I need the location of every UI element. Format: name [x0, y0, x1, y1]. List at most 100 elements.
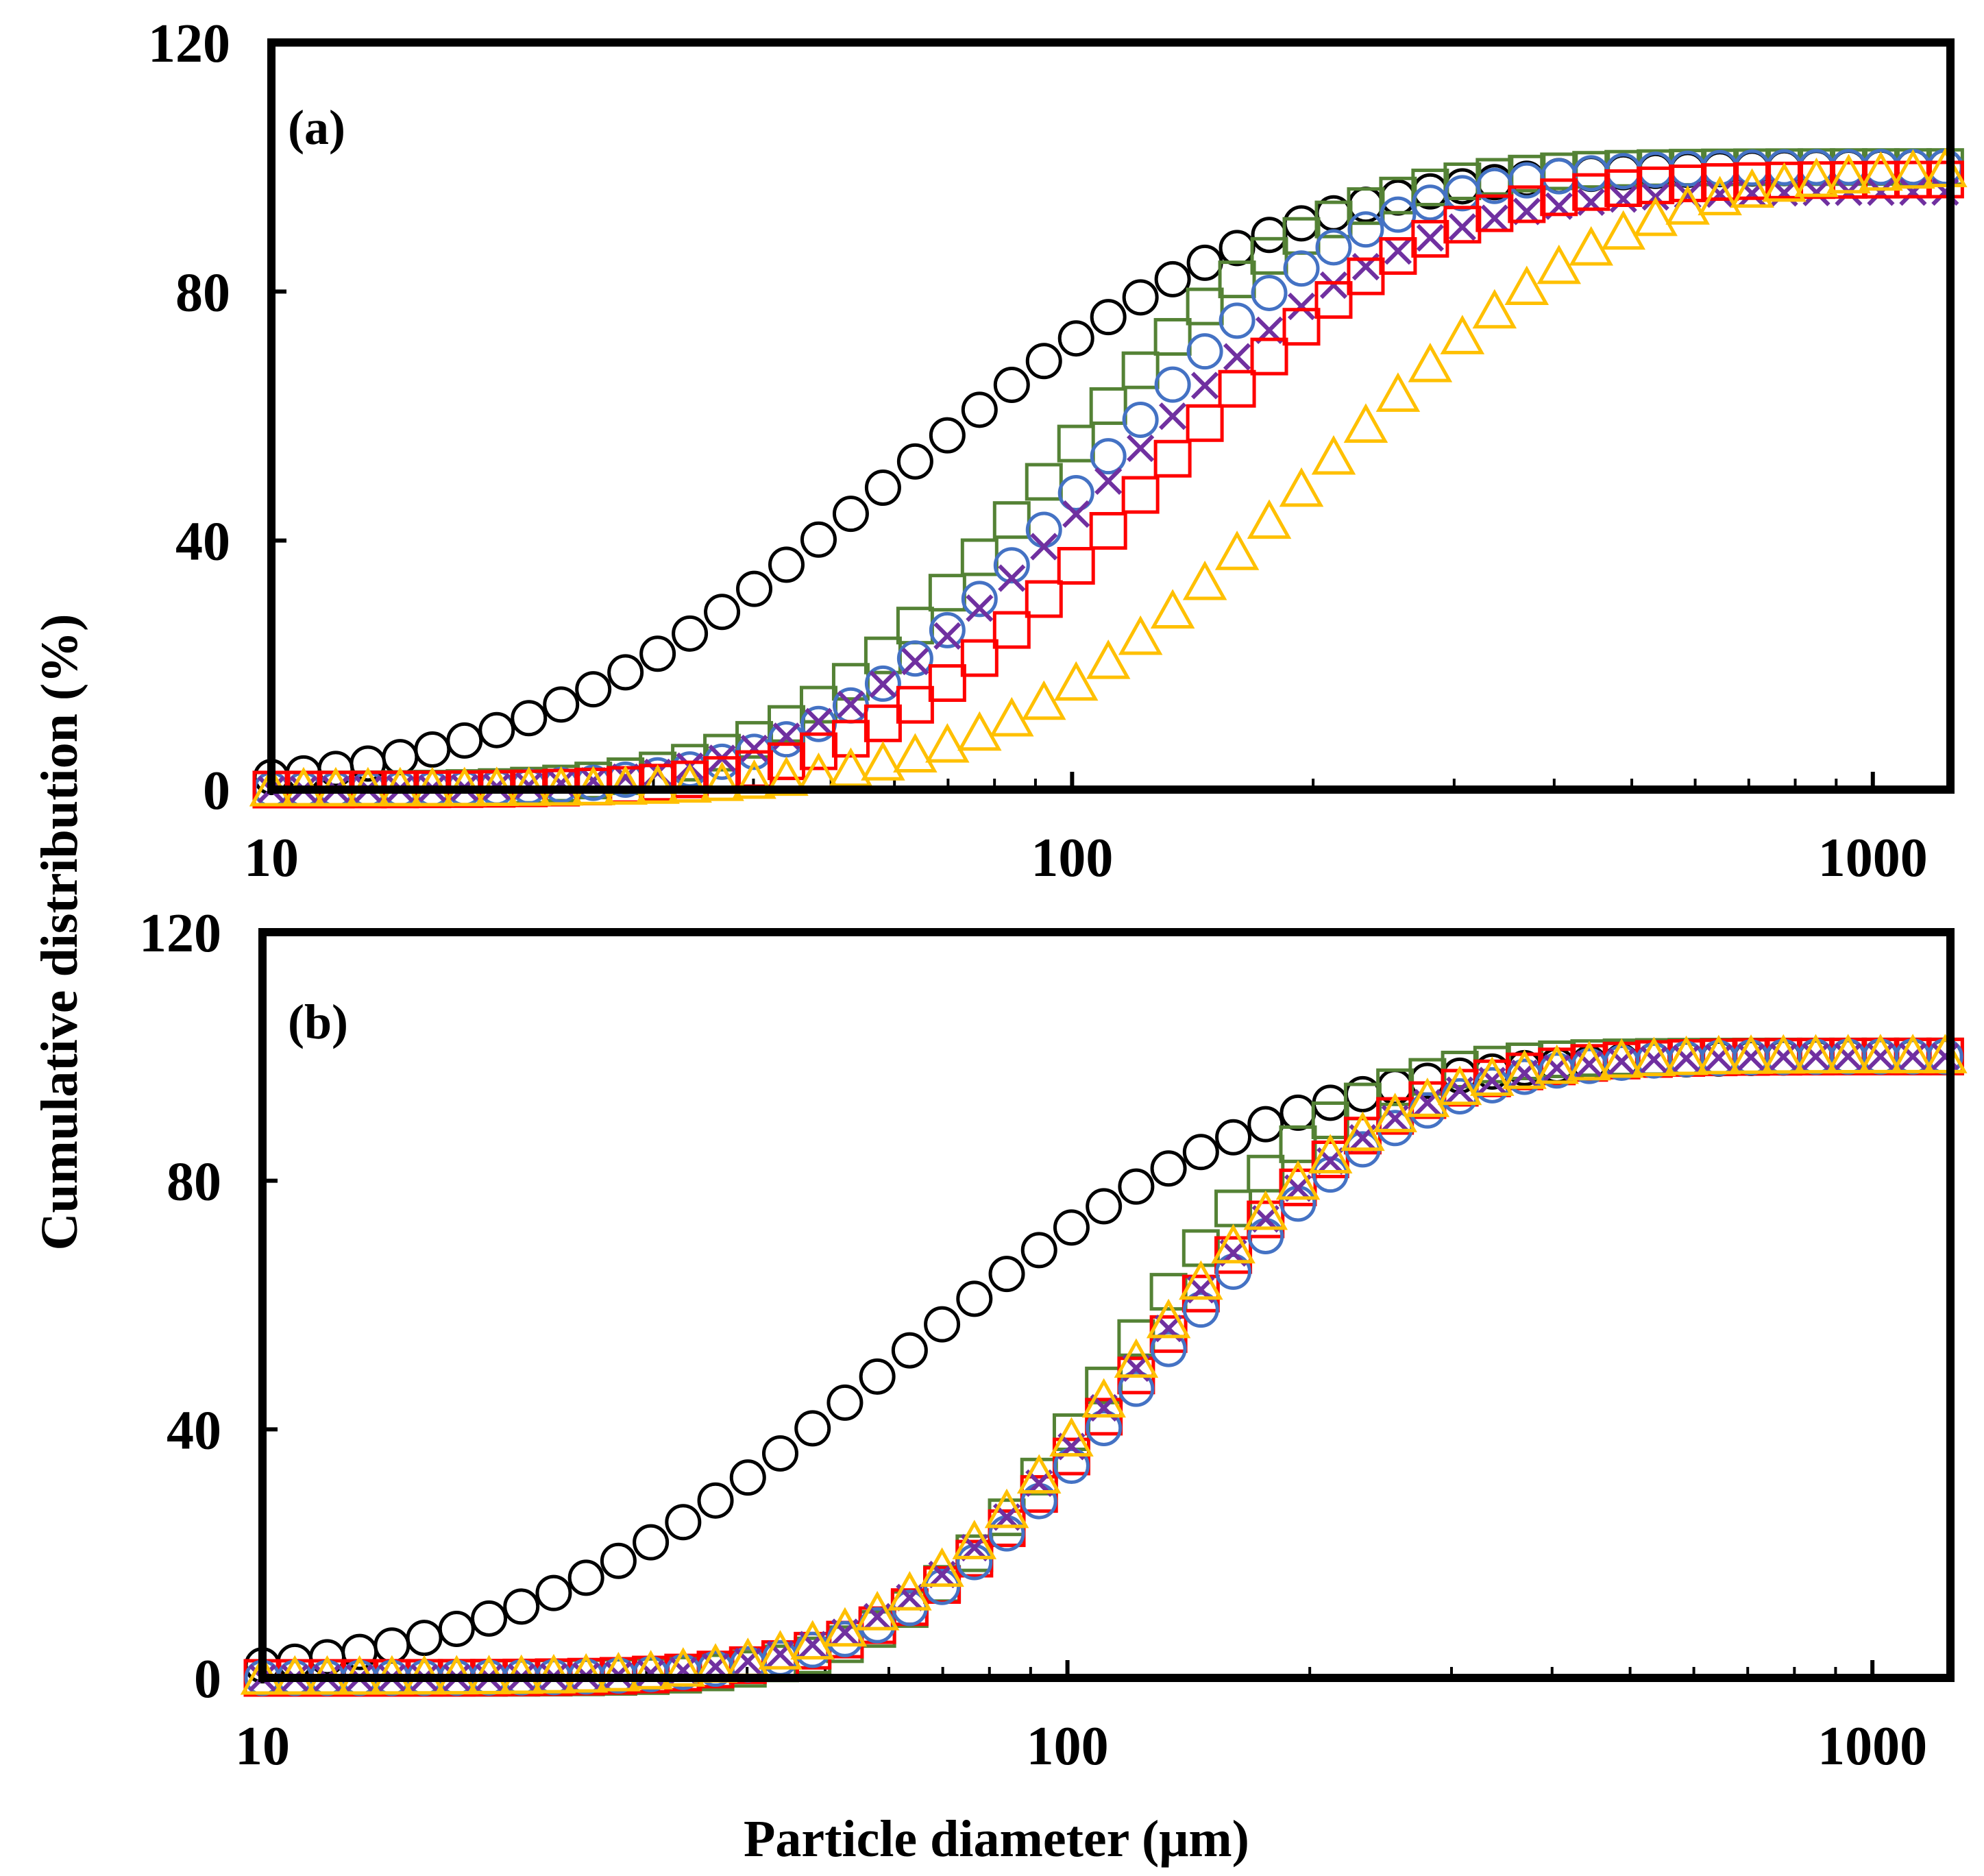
data-point	[1859, 151, 1903, 191]
data-point	[1308, 1134, 1353, 1173]
data-point	[1182, 1134, 1219, 1171]
x-tick-label: 100	[1027, 1716, 1109, 1777]
data-point	[929, 417, 966, 454]
data-point	[1769, 1043, 1798, 1071]
data-point	[535, 1574, 572, 1611]
data-point	[1311, 435, 1356, 475]
panel-a: 0 40 80 120 10 100 1000	[148, 14, 1968, 888]
data-point	[1575, 1050, 1604, 1078]
data-point	[1062, 500, 1090, 528]
data-point	[596, 1651, 641, 1692]
data-point	[1664, 1035, 1709, 1075]
data-point	[990, 696, 1034, 737]
data-point	[736, 570, 773, 607]
data-point	[1275, 1160, 1321, 1200]
data-point	[984, 1488, 1029, 1528]
y-tick-label: 120	[139, 903, 221, 964]
data-point	[1186, 404, 1224, 442]
data-point	[1114, 1338, 1159, 1378]
data-point	[1247, 1106, 1284, 1143]
data-point	[503, 1588, 540, 1625]
data-point	[1182, 560, 1227, 600]
x-tick-label: 1000	[1818, 828, 1928, 888]
data-point	[1090, 299, 1127, 336]
data-point	[1437, 1065, 1482, 1106]
y-tick-label: 80	[167, 1152, 221, 1213]
data-point	[893, 733, 938, 773]
data-point	[1867, 178, 1895, 206]
data-point	[1696, 1034, 1741, 1075]
data-point	[1025, 463, 1063, 501]
data-point	[697, 1482, 734, 1519]
data-point	[1311, 1141, 1349, 1179]
data-point	[1343, 403, 1388, 443]
data-point	[1347, 211, 1384, 248]
data-point	[1181, 1229, 1220, 1267]
data-point	[1053, 661, 1099, 701]
data-point	[956, 1280, 993, 1317]
data-point	[1282, 308, 1321, 346]
data-point	[1858, 1034, 1903, 1073]
data-point	[1150, 1150, 1187, 1187]
data-point	[732, 759, 776, 799]
data-point	[575, 671, 612, 708]
data-point	[341, 1633, 378, 1670]
data-point	[992, 501, 1031, 539]
data-point	[790, 1620, 835, 1660]
data-point	[1247, 1154, 1285, 1193]
data-point	[1441, 1078, 1478, 1115]
data-point	[1021, 680, 1066, 720]
data-point	[1146, 1298, 1191, 1339]
data-point	[1701, 163, 1739, 202]
data-point	[1640, 1045, 1668, 1074]
data-point	[831, 720, 870, 758]
data-point	[864, 470, 901, 507]
data-point	[1122, 279, 1159, 316]
data-point	[929, 611, 966, 648]
data-point	[1154, 260, 1191, 297]
data-point	[1604, 169, 1643, 208]
data-point	[1218, 369, 1256, 408]
data-point	[1279, 1168, 1317, 1206]
data-point	[1025, 511, 1062, 548]
data-point	[1601, 210, 1645, 250]
data-point	[1734, 149, 1771, 186]
data-point	[1218, 302, 1256, 339]
data-point	[1057, 424, 1095, 463]
data-point	[1121, 476, 1160, 514]
data-point	[924, 1568, 961, 1605]
data-point	[478, 711, 515, 748]
data-point	[1698, 175, 1742, 216]
data-point	[1540, 178, 1578, 217]
data-point	[891, 1332, 928, 1369]
data-point	[1510, 1059, 1539, 1087]
data-point	[1052, 1437, 1090, 1476]
data-point	[1826, 1034, 1870, 1073]
data-point	[822, 1607, 868, 1647]
data-point	[961, 581, 998, 618]
data-point	[1030, 533, 1058, 561]
data-point	[1669, 150, 1706, 187]
data-point	[563, 1653, 609, 1693]
data-point	[961, 391, 998, 428]
data-point	[1218, 230, 1256, 267]
data-point	[1215, 1119, 1252, 1156]
data-point	[1247, 499, 1292, 539]
data-point	[1706, 180, 1734, 208]
data-point	[861, 741, 905, 781]
data-point	[1834, 1043, 1862, 1071]
data-point	[1608, 1047, 1636, 1075]
data-point	[1793, 1034, 1838, 1074]
data-point	[768, 742, 806, 781]
data-point	[1802, 1043, 1830, 1071]
data-point	[1025, 580, 1063, 618]
data-point	[1375, 372, 1421, 412]
data-point	[1534, 1044, 1579, 1084]
plot-frame	[267, 38, 1955, 794]
data-point	[700, 762, 744, 801]
data-point	[1411, 219, 1449, 258]
data-point	[1347, 257, 1385, 295]
data-point	[1057, 320, 1094, 357]
data-point	[933, 622, 962, 650]
data-point	[1057, 547, 1095, 585]
